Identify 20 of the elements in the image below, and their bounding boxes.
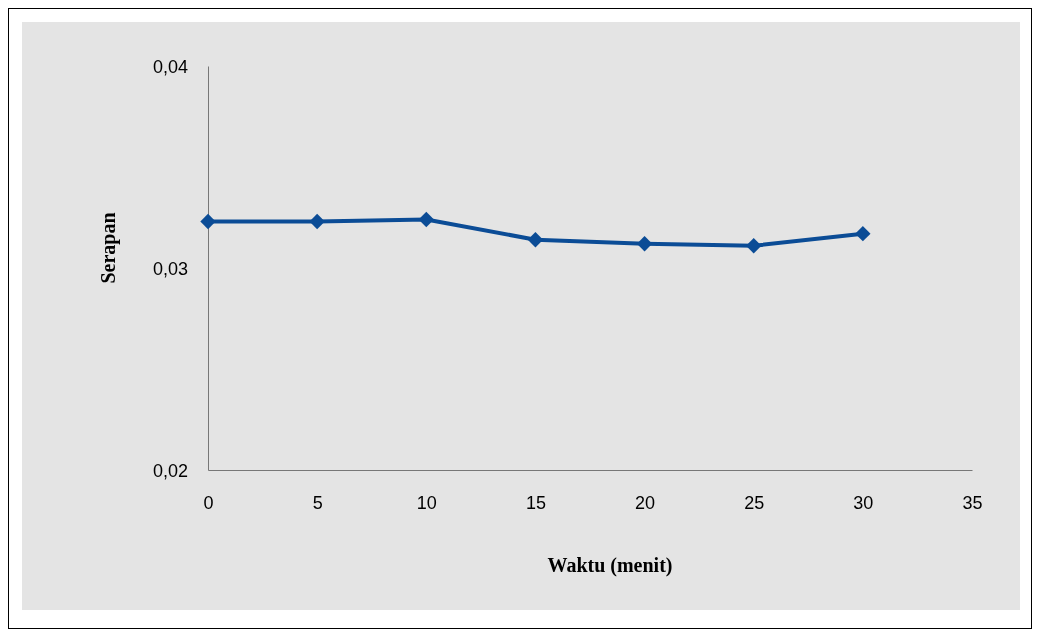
x-tick-label: 15 [525, 492, 546, 513]
point [855, 225, 871, 242]
point [309, 213, 325, 230]
x-axis-title: Waktu (menit) [547, 554, 673, 577]
x-tick-label: 20 [635, 492, 656, 513]
x-tick-label: 30 [853, 492, 874, 513]
point [527, 232, 544, 248]
y-tick-label: 0,02 [152, 460, 188, 481]
y-tick-label: 0,04 [152, 56, 188, 77]
x-tick-label: 10 [416, 492, 437, 513]
x-tick-label: 0 [203, 492, 214, 513]
point [636, 236, 653, 252]
y-tick-label: 0,03 [152, 258, 188, 279]
point [418, 211, 434, 228]
x-tick-label: 5 [312, 492, 323, 513]
x-tick-label: 35 [962, 492, 983, 513]
point [746, 238, 762, 254]
point [200, 213, 216, 230]
y-axis-title: Serapan [97, 212, 120, 284]
x-tick-label: 25 [744, 492, 765, 513]
